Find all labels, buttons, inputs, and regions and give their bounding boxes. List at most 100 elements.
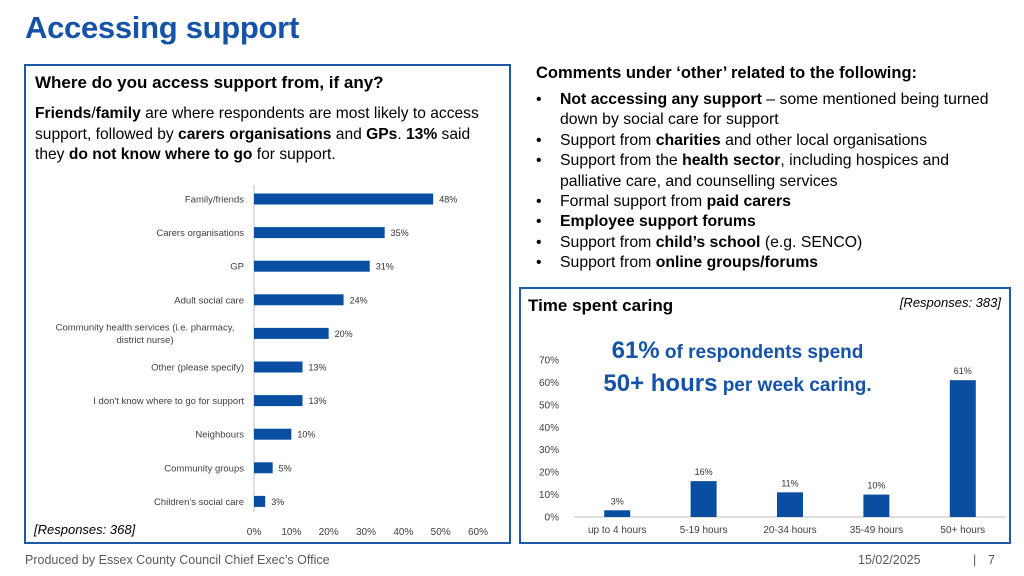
x-tick-label: 0% xyxy=(247,527,262,538)
y-tick-label: 30% xyxy=(539,445,559,456)
comment-item: Not accessing any support – some mention… xyxy=(536,90,1006,131)
footer-separator: | xyxy=(973,553,977,567)
category-label: 50+ hours xyxy=(940,525,985,536)
bar xyxy=(254,428,292,440)
summary-bold: Friends xyxy=(35,105,92,122)
comment-text: , including hospices and palliative care… xyxy=(560,152,950,190)
x-tick-label: 60% xyxy=(468,527,488,538)
category-label: Adult social care xyxy=(174,295,244,306)
bar xyxy=(863,494,890,517)
data-label: 13% xyxy=(309,396,327,406)
x-tick-label: 20% xyxy=(319,527,339,538)
y-tick-label: 60% xyxy=(539,378,559,389)
data-label: 61% xyxy=(954,366,972,376)
time-caring-callout: 61% of respondents spend 50+ hours per w… xyxy=(580,335,895,401)
data-label: 10% xyxy=(297,430,315,440)
summary-bold: carers organisations xyxy=(178,125,332,143)
summary-text: . xyxy=(397,125,406,143)
comment-bold: health sector xyxy=(682,152,781,170)
y-tick-label: 0% xyxy=(545,513,560,524)
category-label: Community health services (i.e. pharmacy… xyxy=(56,323,235,334)
data-label: 16% xyxy=(695,467,713,477)
comments-list: Not accessing any support – some mention… xyxy=(536,90,1006,274)
comment-item: Formal support from paid carers xyxy=(536,192,1006,213)
x-tick-label: 30% xyxy=(356,527,376,538)
slide-title: Accessing support xyxy=(25,10,299,45)
page-number: 7 xyxy=(988,553,995,567)
comment-bold: child’s school xyxy=(655,233,761,251)
time-caring-responses-count: [Responses: 383] xyxy=(899,295,1001,310)
footer-credit: Produced by Essex County Council Chief E… xyxy=(25,553,330,567)
y-tick-label: 40% xyxy=(539,423,559,434)
time-caring-heading: Time spent caring xyxy=(528,296,674,315)
bar xyxy=(604,510,631,517)
bar xyxy=(254,193,434,205)
y-tick-label: 70% xyxy=(539,356,559,367)
time-caring-bar-chart: 0% 10% 20% 30% 40% 50% 60% 70% 3% up to 4 hours 16… xyxy=(539,356,1006,536)
callout-text: per week caring. xyxy=(717,375,872,396)
category-label: 20-34 hours xyxy=(763,525,816,536)
bar xyxy=(254,395,303,407)
category-label: I don't know where to go for support xyxy=(93,396,244,407)
comment-text: and other local organisations xyxy=(720,131,928,149)
comment-text: Support from xyxy=(560,233,656,251)
summary-text: are where respondents are most likely to… xyxy=(35,105,479,143)
bar xyxy=(690,481,717,517)
summary-text: said they xyxy=(35,125,471,164)
time-caring-panel: Time spent caring [Responses: 383] xyxy=(519,287,1011,544)
x-tick-label: 40% xyxy=(393,527,413,538)
category-label: Children's social care xyxy=(154,497,244,508)
comment-bold: Employee support forums xyxy=(560,213,756,231)
bar xyxy=(254,294,344,306)
support-sources-bar-chart: 48% Family/friends 35% Carers organisations… xyxy=(56,185,488,538)
comment-text: Support from xyxy=(560,131,656,149)
summary-bold: 13% xyxy=(406,125,438,143)
data-label: 11% xyxy=(781,478,798,488)
support-sources-panel: Where do you access support from, if any… xyxy=(24,64,511,544)
bar xyxy=(254,495,266,507)
comment-text: Support from xyxy=(560,254,656,272)
category-label: district nurse) xyxy=(116,335,173,346)
data-label: 31% xyxy=(376,262,394,272)
data-label: 35% xyxy=(391,228,409,238)
footer-date: 15/02/2025 xyxy=(858,553,921,567)
callout-text: of respondents spend xyxy=(659,342,864,363)
data-label: 13% xyxy=(309,363,327,373)
comment-item: Support from child’s school (e.g. SENCO) xyxy=(536,233,1006,254)
comment-bold: online groups/forums xyxy=(655,254,819,272)
summary-bold: GPs xyxy=(366,125,398,143)
category-label: Community groups xyxy=(164,463,244,474)
support-responses-count: [Responses: 368] xyxy=(34,522,136,537)
bar xyxy=(254,327,329,339)
comments-title: Comments under ‘other’ related to the fo… xyxy=(536,64,918,82)
comment-text: – some mentioned being turned down by so… xyxy=(560,91,989,129)
data-label: 3% xyxy=(611,496,624,506)
summary-text: and xyxy=(331,125,367,143)
comment-bold: Not accessing any support xyxy=(560,91,762,108)
bar xyxy=(254,227,385,239)
comment-item: Employee support forums xyxy=(536,212,1006,233)
summary-bold: family xyxy=(95,105,141,122)
support-sources-heading: Where do you access support from, if any… xyxy=(35,73,384,92)
comment-item: Support from online groups/forums xyxy=(536,253,1006,274)
comment-item: Support from the health sector, includin… xyxy=(536,151,1006,192)
category-label: Family/friends xyxy=(185,195,244,206)
summary-text: for support. xyxy=(252,146,336,163)
bar xyxy=(949,380,976,517)
data-label: 5% xyxy=(279,463,292,473)
bar xyxy=(777,492,803,517)
callout-highlight: 50+ hours xyxy=(603,370,718,397)
support-sources-summary: Friends/family are where respondents are… xyxy=(35,104,503,166)
comment-bold: charities xyxy=(655,131,721,149)
category-label: 35-49 hours xyxy=(850,525,903,536)
category-label: Carers organisations xyxy=(156,228,244,239)
comment-text: Formal support from xyxy=(560,193,707,211)
summary-bold: do not know where to go xyxy=(68,146,253,163)
bar xyxy=(254,361,303,373)
comment-text: (e.g. SENCO) xyxy=(760,233,863,251)
callout-highlight: 61% xyxy=(611,337,660,364)
y-tick-label: 20% xyxy=(539,468,559,479)
bar xyxy=(254,260,370,272)
category-label: GP xyxy=(230,262,244,273)
data-label: 24% xyxy=(350,295,368,305)
